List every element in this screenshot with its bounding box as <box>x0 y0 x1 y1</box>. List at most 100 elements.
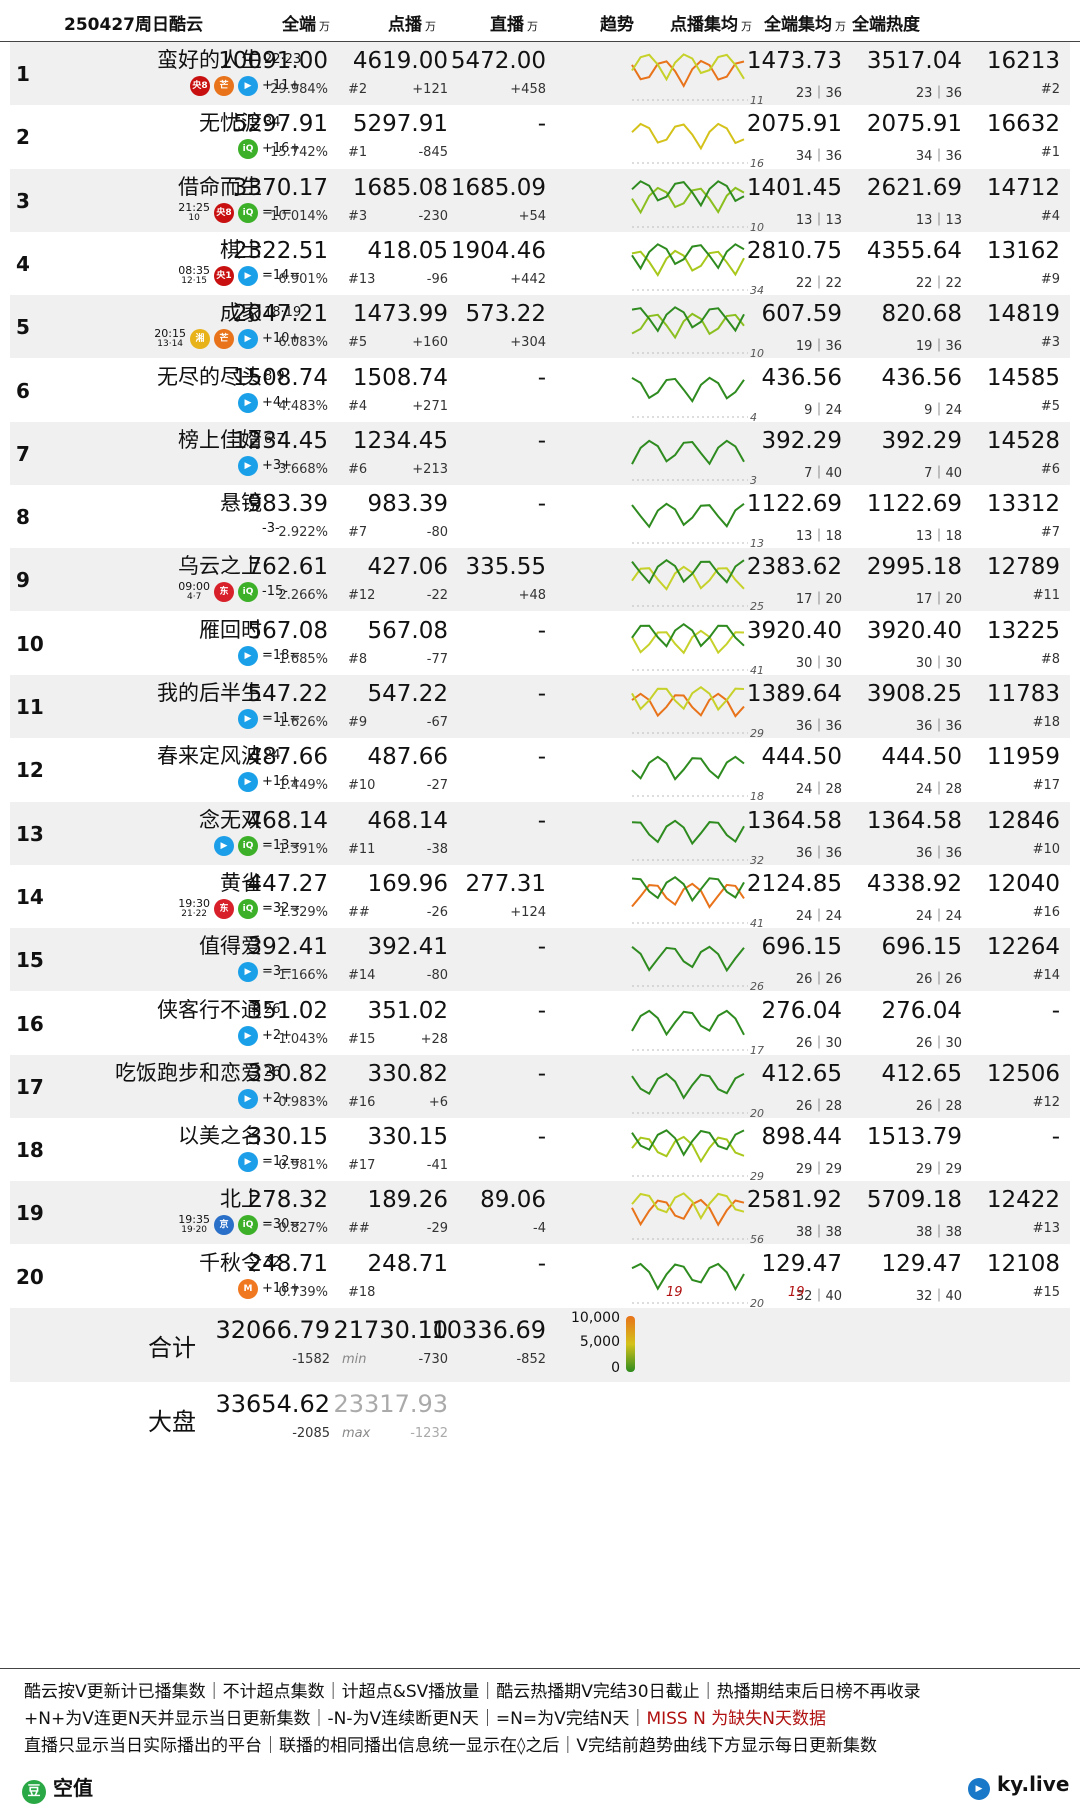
heat-value: 12040 <box>986 870 1060 897</box>
heat-rank: #18 <box>1032 715 1060 730</box>
heat-rank: #7 <box>1040 525 1060 541</box>
air-time: 21:25 10 <box>178 200 210 223</box>
total-average: 3517.04 <box>866 48 962 74</box>
table-row: 18 以美之名 =12= 330.15 0.981% 330.15 #17 -41 - 898.4… <box>10 1118 1070 1183</box>
mango-tv-icon: 芒 <box>214 329 234 350</box>
youku-icon: ▶ <box>214 835 234 856</box>
vod-rank: #12 <box>348 588 376 604</box>
episode-count: 34 <box>264 115 281 131</box>
vod-average: 412.65 <box>761 1060 842 1087</box>
show-title: 无忧渡 <box>199 111 262 136</box>
miss-days-total: 19 <box>788 1284 805 1300</box>
total-value: 392.41 <box>247 934 328 961</box>
header-heat: 全端热度 <box>852 15 920 35</box>
vod-value: 330.82 <box>367 1060 448 1087</box>
trend-line <box>631 439 745 466</box>
vod-rank: #6 <box>348 461 368 477</box>
total-value: 278.32 <box>247 1187 328 1214</box>
vod-average: 696.15 <box>761 934 842 961</box>
live-change: +458 <box>510 82 546 97</box>
vod-average-episodes: 26｜30 <box>795 1035 842 1051</box>
vod-average: 2581.92 <box>746 1187 842 1214</box>
cctv1-icon: 央1 <box>214 265 234 286</box>
iqiyi-icon: iQ <box>238 1215 258 1236</box>
total-value: 2322.51 <box>232 237 328 264</box>
live-value: - <box>537 934 546 961</box>
totals-vod-note: min <box>342 1352 367 1367</box>
trend-day-count: 4 <box>750 411 757 424</box>
vod-average-episodes: 30｜30 <box>795 655 842 671</box>
trend-line <box>631 692 745 718</box>
trend-sparkline: 25 <box>631 559 764 613</box>
trend-line <box>631 1072 745 1100</box>
cctv8-icon: 央8 <box>190 76 210 96</box>
episode-count: 22·23 <box>264 52 302 67</box>
mango-tv-icon: 芒 <box>214 76 234 96</box>
table-row: 8 悬镜 -3- 983.39 2.922% 983.39 #7 -80 - 1122.69 13｜… <box>10 485 1070 550</box>
totals-vod: 21730.10 <box>333 1316 448 1344</box>
update-status: +11+ <box>262 78 301 93</box>
episode-count: 26 <box>264 1001 281 1017</box>
vod-change: -29 <box>426 1221 448 1237</box>
air-time: 08:35 12·15 <box>178 263 210 286</box>
platform-icons: ▶ <box>238 707 258 731</box>
vod-rank: #18 <box>348 1284 376 1300</box>
rank-number: 8 <box>16 505 30 530</box>
total-value: 351.02 <box>247 997 328 1024</box>
rank-number: 15 <box>16 948 44 973</box>
episode-count: 32 <box>264 1254 281 1270</box>
total-share: 1.685% <box>278 651 328 667</box>
show-title: 榜上佳婿 <box>178 427 262 452</box>
vod-average-episodes: 7｜40 <box>804 465 842 481</box>
vod-change: -67 <box>426 715 448 730</box>
vod-average-episodes: 22｜22 <box>795 275 842 291</box>
live-value: - <box>537 427 546 454</box>
vod-average: 2383.62 <box>746 554 842 581</box>
total-average: 1513.79 <box>866 1124 962 1151</box>
tencent-video-icon: ▶ <box>238 1025 258 1046</box>
total-average: 3920.40 <box>866 617 962 644</box>
update-status: +2+ <box>262 1027 293 1043</box>
table-row: 13 念无双 =13= 468.14 1.391% 468.14 #11 -38 - 1364.5… <box>10 801 1070 867</box>
vod-average-episodes: 23｜36 <box>795 86 842 101</box>
total-share: 1.449% <box>278 778 328 794</box>
live-change: +304 <box>510 335 546 351</box>
heat-value: 12264 <box>986 934 1060 961</box>
total-average-episodes: 29｜29 <box>915 1162 962 1178</box>
rank-number: 7 <box>16 441 30 466</box>
platform-icons: ▶ <box>238 1024 258 1048</box>
trend-day-count: 18 <box>750 790 764 803</box>
heat-value: - <box>1051 1124 1060 1151</box>
episode-count: 6·7 <box>264 431 285 447</box>
trend-line <box>631 1135 745 1164</box>
heat-value: 14819 <box>986 301 1060 328</box>
trend-line <box>631 1262 745 1291</box>
show-title: 念无双 <box>199 807 262 832</box>
live-value: - <box>537 491 546 518</box>
platform-icons: 20:15 13·14 湘芒 ▶ <box>154 327 258 351</box>
vod-rank: #10 <box>348 778 376 794</box>
live-change: -4 <box>533 1221 546 1237</box>
live-value: 335.55 <box>465 554 546 581</box>
market-vod-note: max <box>342 1426 371 1441</box>
total-value: 248.71 <box>247 1250 328 1277</box>
total-average: 696.15 <box>881 934 962 961</box>
total-average-episodes: 34｜36 <box>915 149 962 165</box>
heat-rank: #16 <box>1032 904 1060 920</box>
trend-line <box>631 179 745 207</box>
trend-line <box>631 53 745 82</box>
header-live: 直播万 <box>490 15 538 35</box>
vod-value: 248.71 <box>367 1250 448 1277</box>
update-status: -3- <box>262 521 280 537</box>
total-share: 1.166% <box>278 968 328 984</box>
vod-change: -230 <box>418 208 448 224</box>
show-title: 乌云之上 <box>178 554 262 579</box>
footer-line-3: 直播只显示当日实际播出的平台｜联播的相同播出信息统一显示在◊之后｜V完结前趋势曲… <box>24 1736 878 1756</box>
logo-left: 豆 空值 <box>22 1772 93 1804</box>
trend-day-count: 41 <box>750 664 764 677</box>
heat-value: 12422 <box>986 1187 1060 1214</box>
show-title: 值得爱 <box>199 934 262 959</box>
vod-change: +213 <box>412 461 448 477</box>
rank-number: 12 <box>16 758 44 783</box>
iqiyi-icon: iQ <box>238 139 258 160</box>
